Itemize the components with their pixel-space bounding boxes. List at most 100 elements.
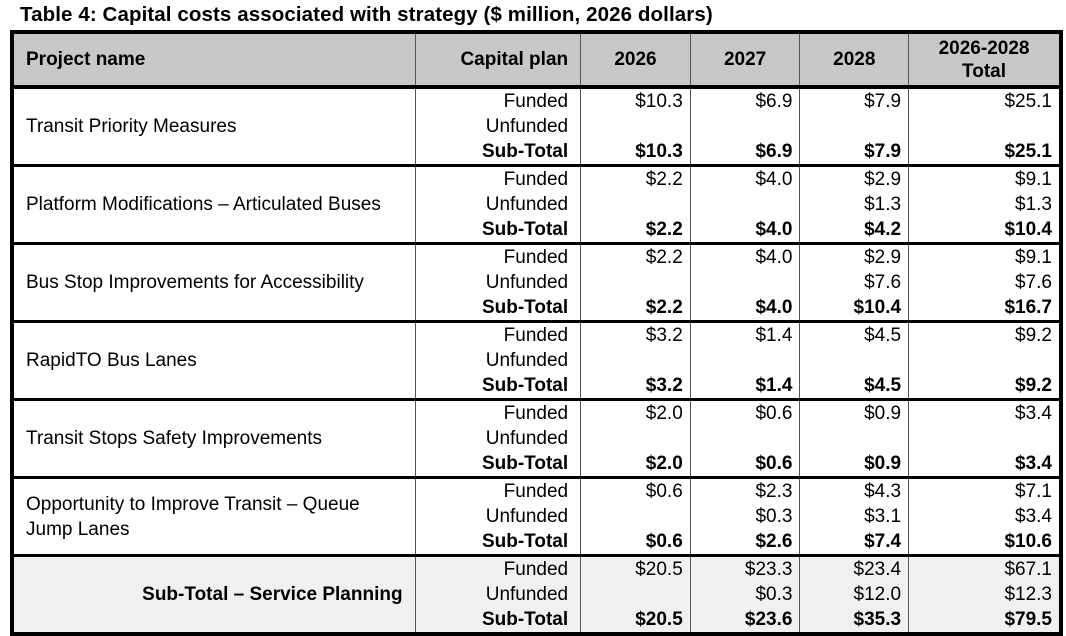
cost-cell: $3.4 [908, 504, 1061, 529]
cost-cell: $2.9 [799, 165, 909, 192]
table-row-funded: Opportunity to Improve Transit – Queue J… [12, 477, 1061, 540]
cost-cell: $0.6 [580, 477, 691, 504]
cost-cell: $7.1 [908, 477, 1061, 504]
cost-cell: $1.3 [799, 192, 909, 217]
cost-cell: $25.1 [908, 139, 1061, 166]
capital-plan-label: Sub-Total [414, 295, 581, 322]
project-name: Platform Modifications – Articulated Bus… [26, 194, 381, 215]
cost-cell [580, 348, 691, 373]
table-row-subtotal: Sub-Total $2.0 $0.6 $0.9 $3.4 [12, 451, 1061, 478]
cost-cell: $12.3 [908, 582, 1061, 607]
capital-plan-label: Unfunded [414, 504, 581, 529]
cost-cell [689, 192, 800, 217]
cost-cell: $0.9 [799, 399, 909, 426]
cost-cell: $9.1 [908, 243, 1061, 270]
capital-plan-label: Sub-Total [414, 217, 581, 244]
cost-cell: $10.3 [580, 139, 691, 166]
cost-cell [908, 348, 1061, 373]
cost-cell: $2.2 [580, 165, 691, 192]
cost-cell: $67.1 [908, 555, 1061, 582]
cost-cell: $16.7 [908, 295, 1061, 322]
table-row-subtotal: Sub-Total $2.2 $4.0 $10.4 $16.7 [12, 295, 1061, 322]
table-row-funded: Bus Stop Improvements for Accessibility F… [12, 243, 1061, 293]
cost-cell: $0.3 [689, 582, 800, 607]
cost-cell [580, 426, 691, 451]
cost-cell [580, 192, 691, 217]
capital-plan-label: Funded [414, 399, 581, 426]
cost-cell: $2.2 [580, 295, 691, 322]
table-row-subtotal: Sub-Total $20.5 $23.6 $35.3 $79.5 [12, 607, 1061, 634]
cost-cell: $20.5 [580, 607, 691, 634]
table-row-subtotal: Sub-Total $3.2 $1.4 $4.5 $9.2 [12, 373, 1061, 400]
cost-cell: $3.2 [580, 373, 691, 400]
project-name: Bus Stop Improvements for Accessibility [26, 272, 364, 293]
cost-cell: $6.9 [689, 87, 800, 114]
table-row-unfunded: Unfunded $0.3 $12.0 $12.3 [12, 582, 1061, 607]
cost-cell: $2.3 [689, 477, 800, 504]
table-title: Table 4: Capital costs associated with s… [20, 3, 713, 26]
cost-cell: $23.6 [689, 607, 800, 634]
capital-plan-label: Unfunded [414, 270, 581, 295]
cost-cell: $4.2 [799, 217, 909, 244]
cost-cell: $4.0 [689, 243, 800, 270]
table-row-subtotal: Sub-Total $0.6 $2.6 $7.4 $10.6 [12, 529, 1061, 556]
cost-cell: $10.4 [799, 295, 909, 322]
header-project-name: Project name [12, 32, 416, 89]
cost-cell [689, 348, 800, 373]
table-row-subtotal: Sub-Total $2.2 $4.0 $4.2 $10.4 [12, 217, 1061, 244]
header-capital-plan: Capital plan [414, 32, 581, 89]
cost-cell: $7.9 [799, 139, 909, 166]
project-name: Sub-Total – Service Planning [12, 555, 416, 634]
header-2028: 2028 [799, 32, 909, 89]
cost-cell: $1.3 [908, 192, 1061, 217]
cost-cell: $9.2 [908, 321, 1061, 348]
cost-cell [689, 270, 800, 295]
cost-cell: $10.4 [908, 217, 1061, 244]
cost-cell: $7.6 [799, 270, 909, 295]
table-row-funded: Platform Modifications – Articulated Bus… [12, 165, 1061, 215]
capital-plan-label: Unfunded [414, 192, 581, 217]
header-row: Project name Capital plan 2026 2027 2028… [12, 32, 1061, 89]
cost-cell: $4.5 [799, 321, 909, 348]
cost-cell: $4.3 [799, 477, 909, 504]
cost-cell: $4.0 [689, 217, 800, 244]
table-row-unfunded: Unfunded $7.6 $7.6 [12, 270, 1061, 295]
table-row-funded: RapidTO Bus Lanes Funded $3.2 $1.4 $4.5 $9.2 [12, 321, 1061, 371]
capital-plan-label: Funded [414, 555, 581, 582]
cost-cell: $1.4 [689, 321, 800, 348]
table-row-funded: Transit Stops Safety Improvements Funded $… [12, 399, 1061, 449]
cost-cell: $0.9 [799, 451, 909, 478]
capital-plan-label: Sub-Total [414, 139, 581, 166]
header-total: 2026-2028 Total [908, 32, 1061, 89]
capital-plan-label: Sub-Total [414, 607, 581, 634]
project-name: Opportunity to Improve Transit – Queue J… [26, 493, 360, 540]
cost-cell: $3.4 [908, 451, 1061, 478]
cost-cell: $23.4 [799, 555, 909, 582]
cost-cell [799, 114, 909, 139]
cost-cell: $3.1 [799, 504, 909, 529]
cost-cell: $2.2 [580, 217, 691, 244]
cost-cell: $23.3 [689, 555, 800, 582]
cost-cell: $7.6 [908, 270, 1061, 295]
cost-cell: $6.9 [689, 139, 800, 166]
table-row-unfunded: Unfunded [12, 426, 1061, 451]
table-row-unfunded: Unfunded $1.3 $1.3 [12, 192, 1061, 217]
cost-cell: $10.3 [580, 87, 691, 114]
cost-cell: $7.4 [799, 529, 909, 556]
cost-cell: $10.6 [908, 529, 1061, 556]
cost-cell [689, 426, 800, 451]
cost-cell: $2.9 [799, 243, 909, 270]
capital-plan-label: Sub-Total [414, 529, 581, 556]
cost-cell [908, 114, 1061, 139]
cost-cell: $3.4 [908, 399, 1061, 426]
cost-cell [908, 426, 1061, 451]
capital-plan-label: Funded [414, 243, 581, 270]
table-row-unfunded: Unfunded [12, 114, 1061, 139]
cost-cell [799, 426, 909, 451]
cost-cell [580, 504, 691, 529]
capital-plan-label: Funded [414, 477, 581, 504]
header-2026: 2026 [580, 32, 691, 89]
capital-plan-label: Funded [414, 321, 581, 348]
project-name: RapidTO Bus Lanes [26, 350, 197, 371]
capital-plan-label: Sub-Total [414, 373, 581, 400]
